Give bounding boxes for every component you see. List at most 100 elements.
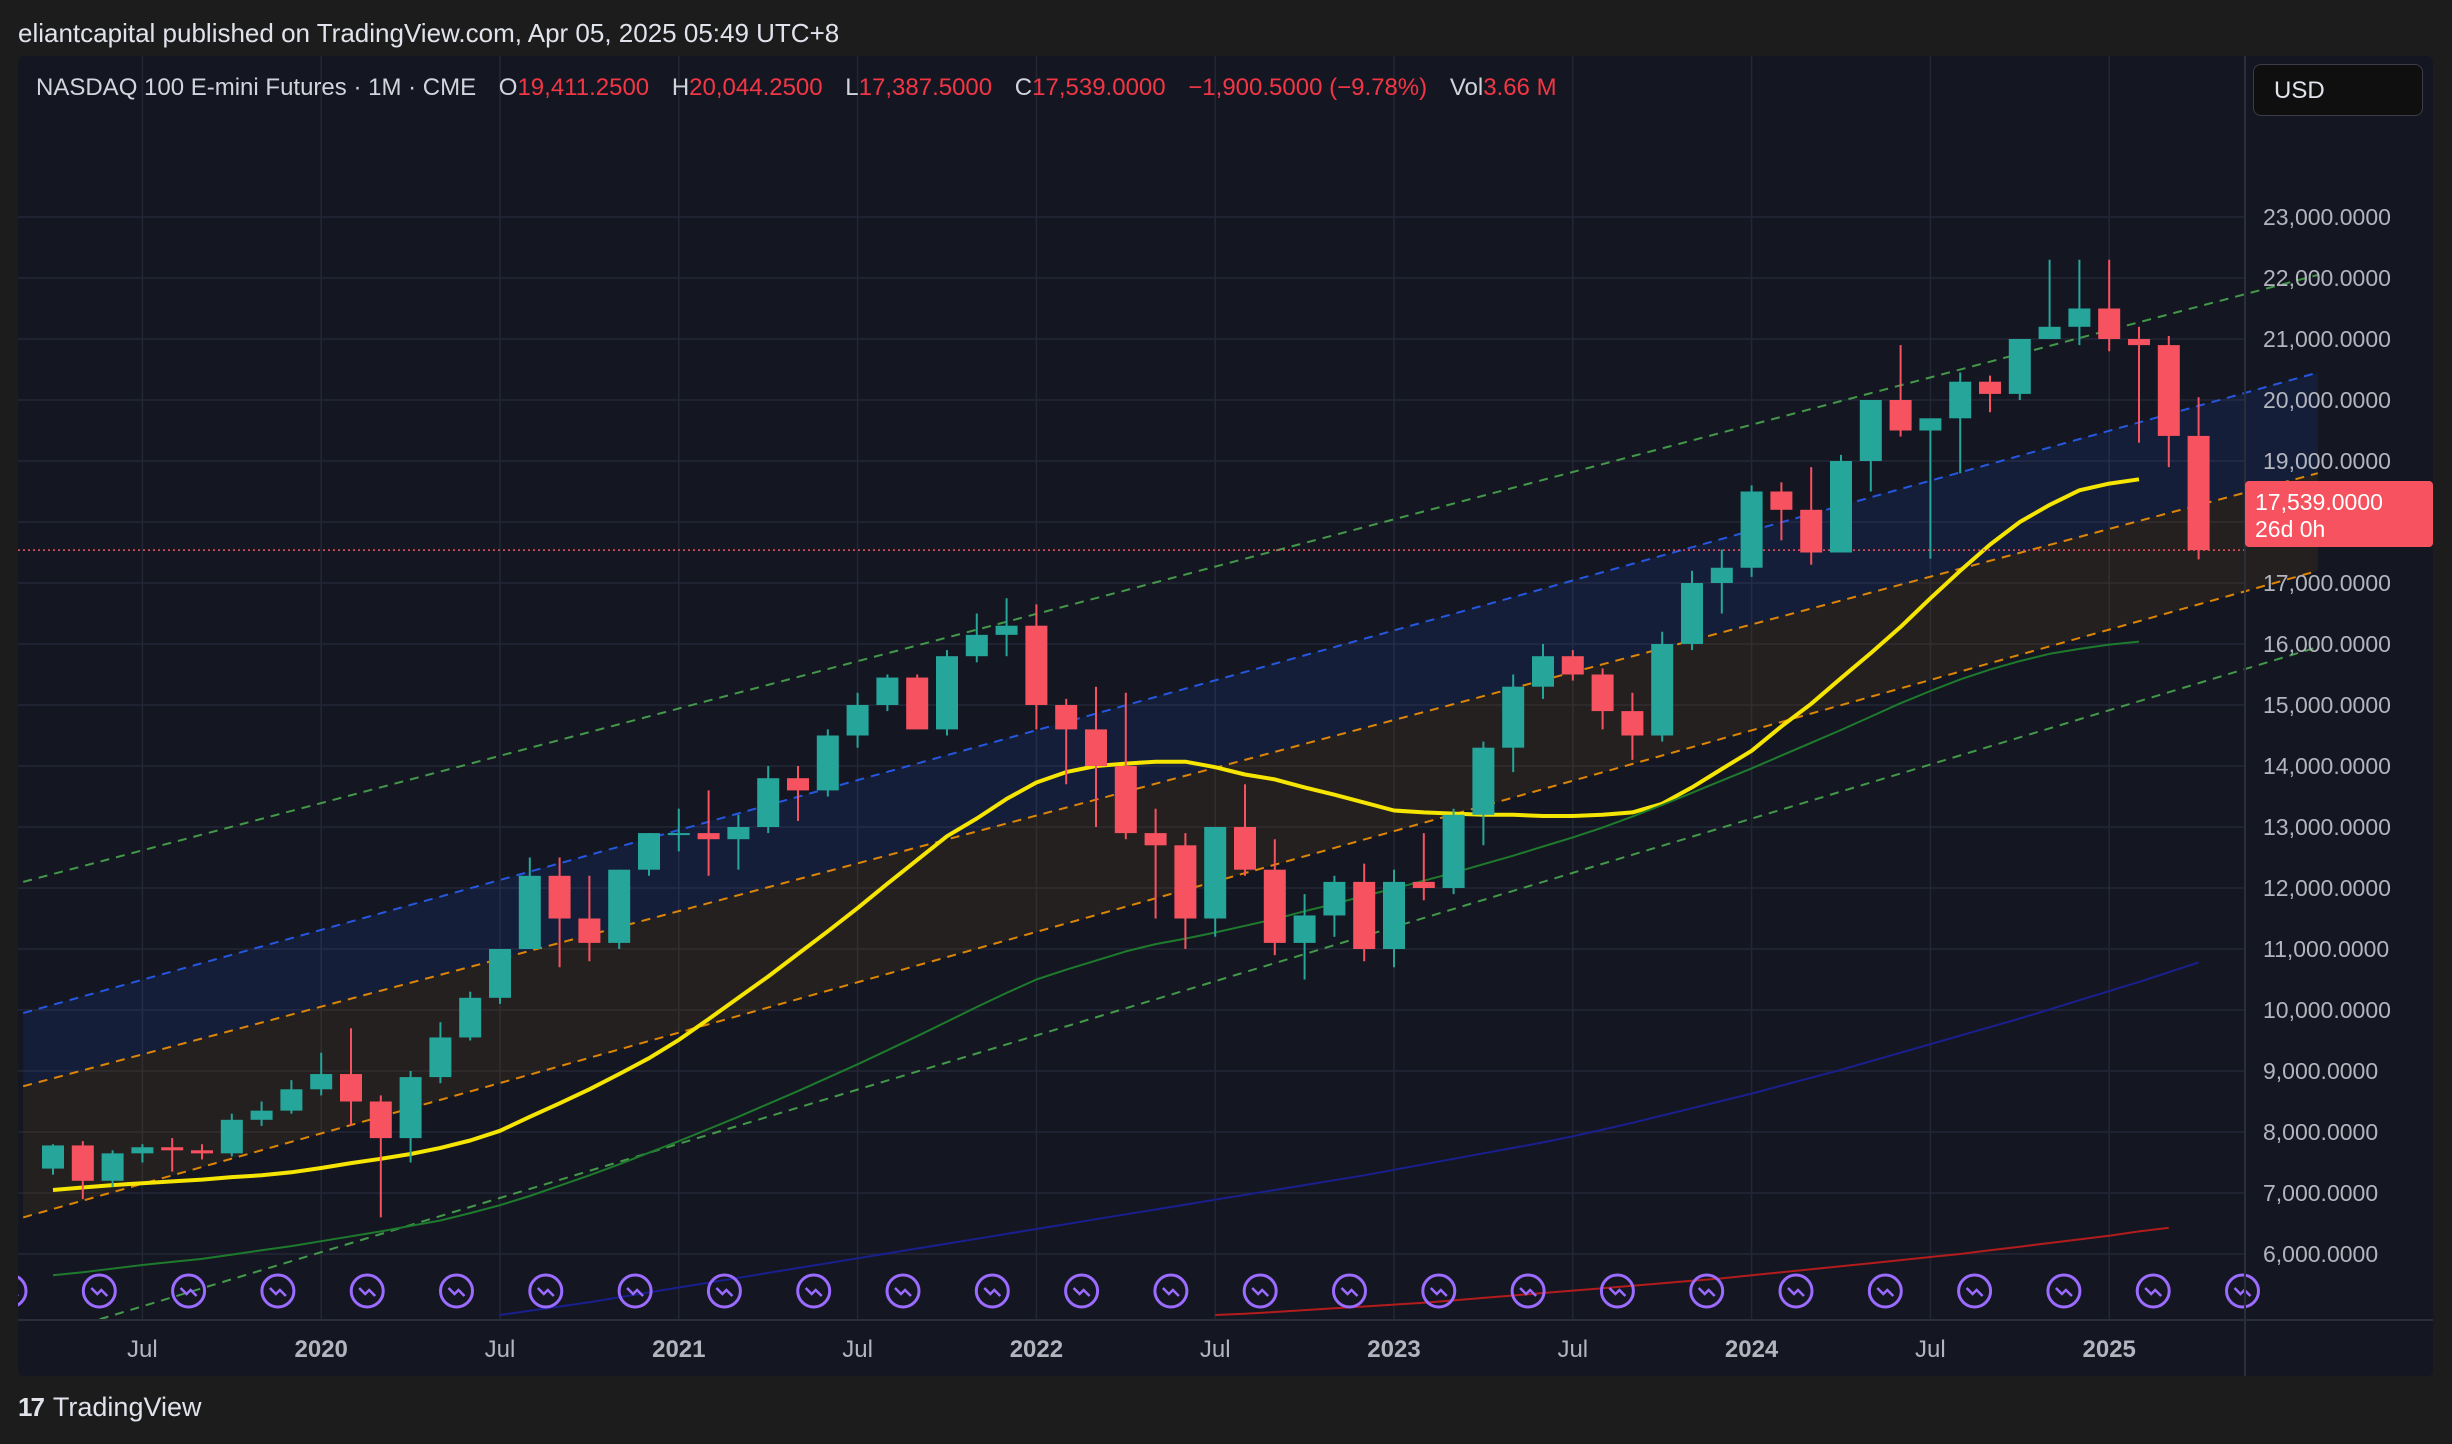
candle[interactable] bbox=[1949, 372, 1972, 474]
event-marker-icon[interactable] bbox=[1957, 1273, 1993, 1309]
candle[interactable] bbox=[1383, 869, 1405, 968]
event-marker-icon[interactable] bbox=[1778, 1273, 1814, 1309]
event-marker-icon[interactable] bbox=[260, 1273, 296, 1309]
candle[interactable] bbox=[1651, 631, 1674, 742]
candle[interactable] bbox=[906, 674, 929, 730]
candle[interactable] bbox=[1740, 485, 1763, 577]
candles[interactable] bbox=[42, 259, 2210, 1218]
symbol-label[interactable]: NASDAQ 100 E-mini Futures · 1M · CME bbox=[36, 74, 477, 101]
candle[interactable] bbox=[578, 875, 601, 962]
candle[interactable] bbox=[787, 766, 809, 821]
candle[interactable] bbox=[1323, 875, 1346, 937]
candle[interactable] bbox=[2128, 326, 2150, 443]
candle[interactable] bbox=[1085, 686, 1107, 827]
event-marker-icon[interactable] bbox=[81, 1273, 117, 1309]
event-marker-icon[interactable] bbox=[18, 1275, 28, 1307]
candle[interactable] bbox=[1144, 808, 1167, 919]
event-marker-icon[interactable] bbox=[1064, 1273, 1100, 1309]
event-marker-icon[interactable] bbox=[528, 1273, 564, 1309]
candle[interactable] bbox=[1979, 375, 2001, 413]
candle[interactable] bbox=[101, 1150, 124, 1187]
candle[interactable] bbox=[1621, 692, 1644, 760]
event-marker-icon[interactable] bbox=[1689, 1273, 1725, 1309]
candle[interactable] bbox=[399, 1071, 422, 1163]
candle[interactable] bbox=[727, 814, 750, 870]
candle[interactable] bbox=[1353, 863, 1376, 962]
candle[interactable] bbox=[220, 1113, 243, 1157]
candle[interactable] bbox=[697, 790, 720, 876]
candle[interactable] bbox=[1800, 467, 1823, 565]
event-marker-icon[interactable] bbox=[2046, 1273, 2082, 1309]
candle[interactable] bbox=[1412, 833, 1435, 901]
event-marker-icon[interactable] bbox=[974, 1273, 1010, 1309]
candle[interactable] bbox=[42, 1144, 64, 1175]
candle[interactable] bbox=[965, 613, 988, 663]
event-marker-icon[interactable] bbox=[349, 1273, 385, 1309]
candle[interactable] bbox=[638, 833, 660, 876]
candle[interactable] bbox=[1770, 482, 1793, 541]
candle[interactable] bbox=[667, 808, 690, 852]
event-marker-icon[interactable] bbox=[796, 1273, 832, 1309]
candle[interactable] bbox=[429, 1022, 452, 1084]
event-marker-icon[interactable] bbox=[1510, 1273, 1546, 1309]
candle[interactable] bbox=[71, 1141, 94, 1200]
candle[interactable] bbox=[1174, 833, 1197, 949]
tradingview-brand[interactable]: 17 TradingView bbox=[18, 1392, 202, 1423]
price-chart[interactable]: 6,000.0000 7,000.0000 8,000.0000 9,000.0000… bbox=[18, 56, 2433, 1376]
candle[interactable] bbox=[846, 692, 869, 748]
candle[interactable] bbox=[1532, 644, 1554, 699]
candle[interactable] bbox=[489, 949, 511, 1004]
candle[interactable] bbox=[1472, 741, 1495, 846]
event-marker-icon[interactable] bbox=[1599, 1273, 1635, 1309]
candle[interactable] bbox=[340, 1028, 362, 1126]
event-marker-icon[interactable] bbox=[1242, 1273, 1278, 1309]
candle[interactable] bbox=[2038, 259, 2061, 339]
event-marker-icon[interactable] bbox=[1153, 1273, 1189, 1309]
event-marker-icon[interactable] bbox=[1332, 1273, 1367, 1309]
candle[interactable] bbox=[1234, 784, 1256, 876]
candle[interactable] bbox=[2157, 335, 2180, 468]
event-marker-icon[interactable] bbox=[2135, 1273, 2171, 1309]
candle[interactable] bbox=[1889, 345, 1912, 437]
event-markers[interactable] bbox=[18, 1273, 2260, 1309]
event-marker-icon[interactable] bbox=[1421, 1273, 1457, 1309]
candle[interactable] bbox=[1293, 894, 1316, 980]
candle[interactable] bbox=[1114, 692, 1137, 840]
candle[interactable] bbox=[369, 1095, 392, 1218]
candle[interactable] bbox=[1859, 400, 1882, 492]
candle[interactable] bbox=[518, 857, 541, 950]
candle[interactable] bbox=[1502, 674, 1525, 773]
event-marker-icon[interactable] bbox=[885, 1273, 921, 1309]
event-marker-icon[interactable] bbox=[171, 1273, 207, 1309]
candle[interactable] bbox=[310, 1052, 333, 1096]
candle[interactable] bbox=[1919, 418, 1942, 559]
candle[interactable] bbox=[2068, 259, 2091, 346]
chart-panel[interactable]: 6,000.0000 7,000.0000 8,000.0000 9,000.0000… bbox=[18, 56, 2433, 1376]
candle[interactable] bbox=[1204, 827, 1227, 937]
candle[interactable] bbox=[876, 674, 899, 712]
event-marker-icon[interactable] bbox=[439, 1273, 474, 1309]
candle[interactable] bbox=[280, 1080, 303, 1114]
candle[interactable] bbox=[1025, 604, 1048, 730]
candle[interactable] bbox=[757, 766, 780, 834]
event-marker-icon[interactable] bbox=[2225, 1273, 2260, 1309]
candle[interactable] bbox=[1591, 668, 1614, 730]
candle[interactable] bbox=[1055, 698, 1078, 785]
candle[interactable] bbox=[1561, 650, 1584, 681]
candle[interactable] bbox=[995, 598, 1018, 657]
candle[interactable] bbox=[2008, 339, 2031, 400]
candle[interactable] bbox=[250, 1101, 273, 1126]
candle[interactable] bbox=[191, 1144, 213, 1160]
candle[interactable] bbox=[1681, 570, 1703, 651]
event-marker-icon[interactable] bbox=[617, 1273, 653, 1309]
candle[interactable] bbox=[131, 1144, 154, 1163]
candle[interactable] bbox=[1830, 454, 1852, 553]
candle[interactable] bbox=[1263, 839, 1286, 956]
candle[interactable] bbox=[608, 869, 631, 949]
candle[interactable] bbox=[548, 857, 571, 968]
event-marker-icon[interactable] bbox=[706, 1273, 742, 1309]
candle[interactable] bbox=[1710, 549, 1733, 614]
event-marker-icon[interactable] bbox=[1867, 1273, 1903, 1309]
candle[interactable] bbox=[936, 650, 958, 736]
candle[interactable] bbox=[161, 1138, 184, 1172]
